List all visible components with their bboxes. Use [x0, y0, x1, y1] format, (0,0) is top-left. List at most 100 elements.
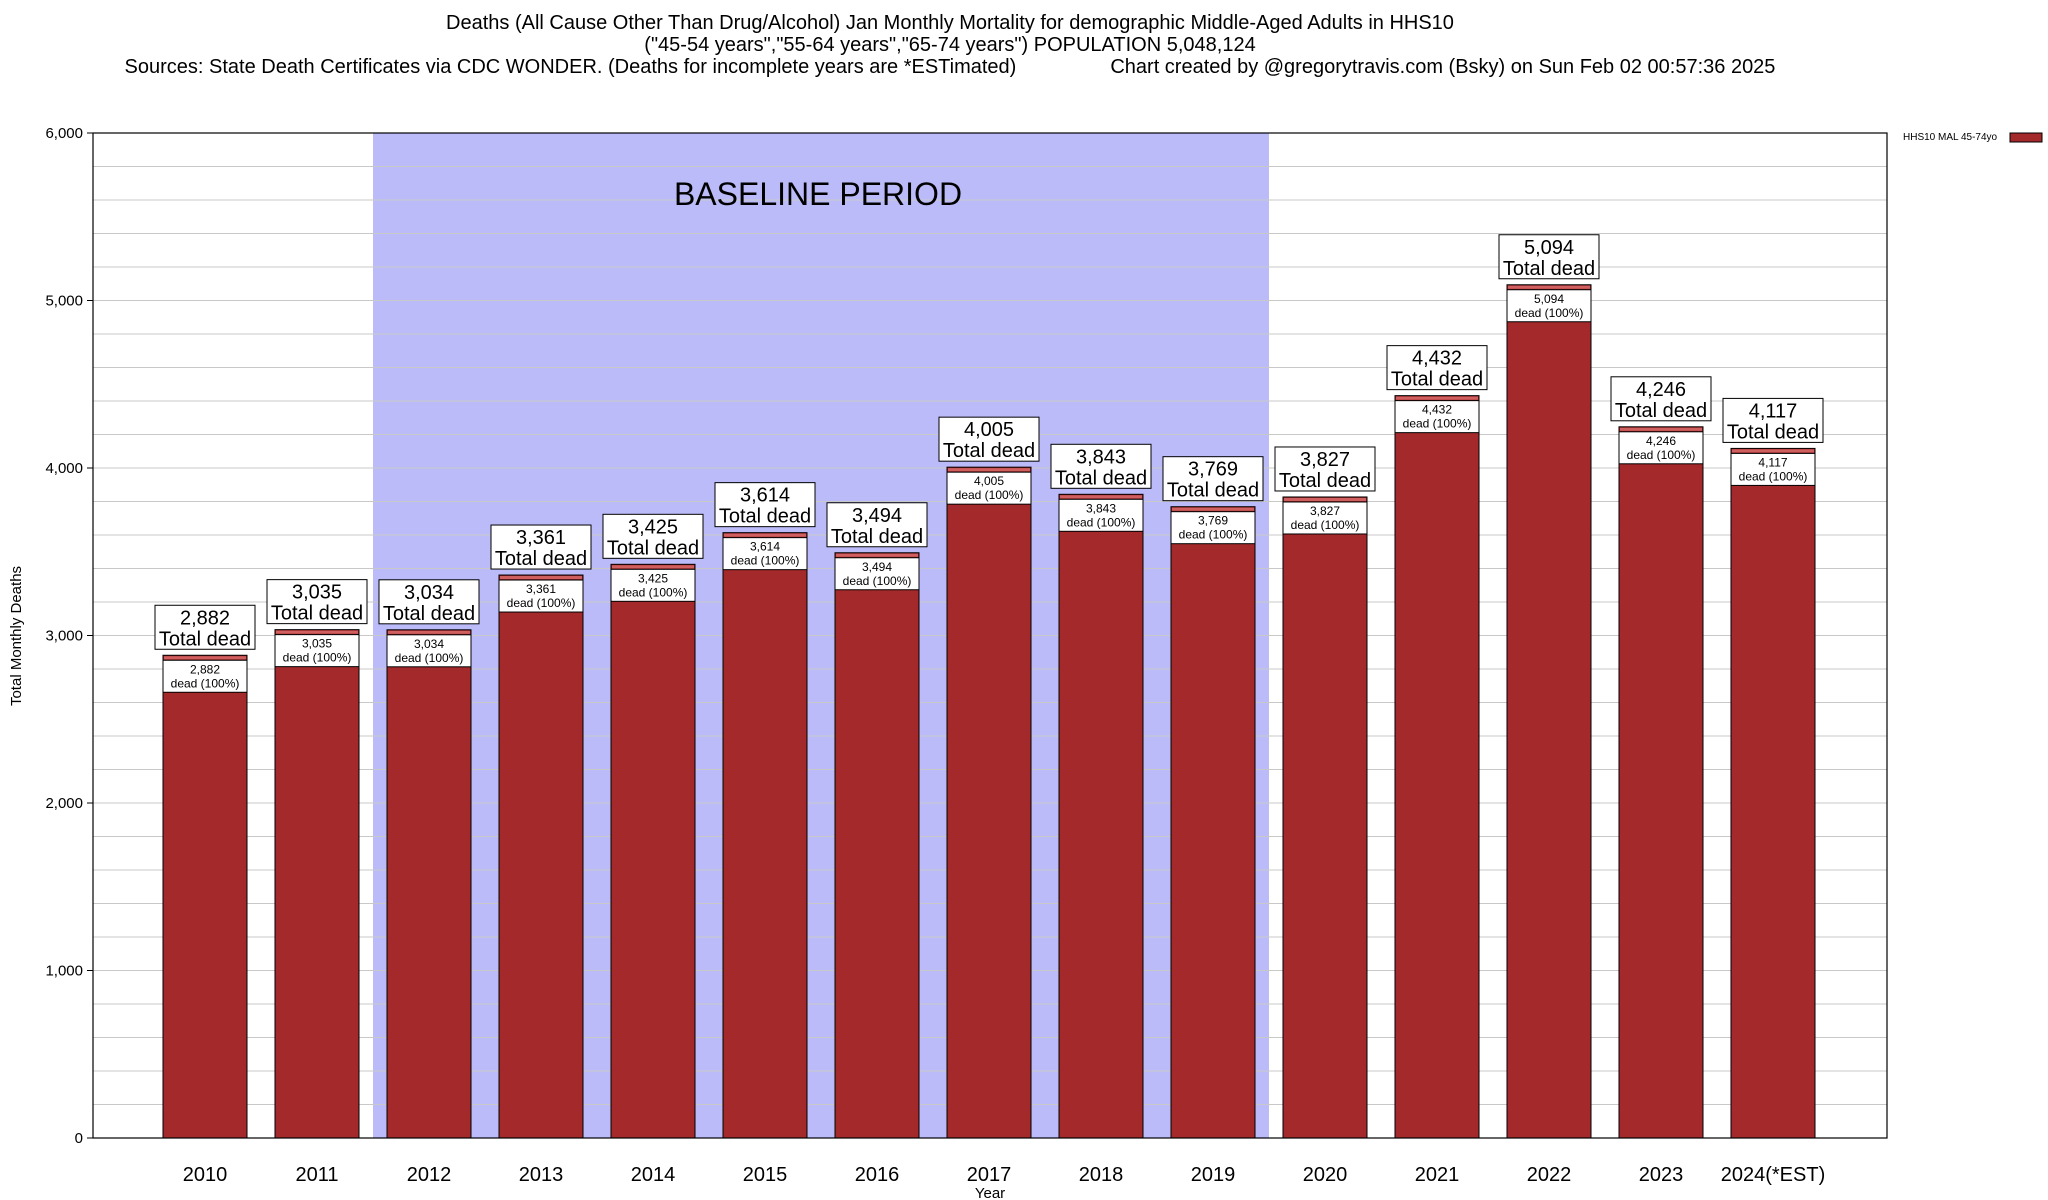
y-tick-label: 2,000	[45, 795, 83, 812]
top-label-suffix: Total dead	[607, 537, 699, 559]
inner-label-value: 5,094	[1534, 292, 1564, 306]
inner-label-suffix: dead (100%)	[1515, 306, 1584, 320]
top-label-value: 4,432	[1412, 348, 1462, 370]
top-label-box	[602, 513, 704, 559]
x-tick-label: 2021	[1415, 1164, 1460, 1186]
x-tick-label: 2023	[1639, 1164, 1684, 1186]
y-tick-label: 1,000	[45, 963, 83, 980]
bar-cap	[1396, 396, 1478, 400]
bar	[1170, 506, 1256, 1139]
top-label-box	[938, 416, 1040, 462]
top-label-value: 4,005	[964, 419, 1014, 441]
top-label-suffix: Total dead	[383, 603, 475, 625]
top-label-value: 3,035	[292, 582, 342, 604]
top-label-suffix: Total dead	[719, 506, 811, 528]
bar-cap	[612, 565, 694, 569]
top-label-value: 2,882	[180, 607, 230, 629]
top-label-value: 3,425	[628, 516, 678, 538]
inner-label-value: 3,361	[526, 582, 556, 596]
inner-label-value: 3,769	[1198, 514, 1228, 528]
top-label-suffix: Total dead	[271, 603, 363, 625]
bar	[834, 552, 920, 1139]
inner-label-value: 3,827	[1310, 504, 1340, 518]
top-label-suffix: Total dead	[495, 548, 587, 570]
chart-source-line: Sources: State Death Certificates via CD…	[0, 56, 1900, 78]
top-label-box	[714, 482, 816, 528]
top-label-value: 3,034	[404, 582, 454, 604]
inner-label-box	[1506, 289, 1592, 323]
inner-label-suffix: dead (100%)	[395, 651, 464, 665]
bar-cap	[948, 468, 1030, 472]
top-label-suffix: Total dead	[159, 628, 251, 650]
y-tick-label: 5,000	[45, 293, 83, 310]
inner-label-box	[610, 568, 696, 602]
bar-cap	[164, 656, 246, 660]
inner-label-box	[498, 579, 584, 613]
chart-title-block: Deaths (All Cause Other Than Drug/Alcoho…	[0, 12, 1900, 78]
top-label-box	[154, 604, 256, 650]
bar-cap	[1732, 449, 1814, 453]
x-axis-label: Year	[975, 1185, 1005, 1200]
bar	[1618, 426, 1704, 1139]
x-tick-label: 2010	[183, 1164, 228, 1186]
top-label-value: 3,614	[740, 485, 790, 507]
x-tick-label: 2019	[1191, 1164, 1236, 1186]
top-label-value: 3,843	[1076, 446, 1126, 468]
top-label-value: 5,094	[1524, 237, 1574, 259]
top-label-box	[1274, 446, 1376, 492]
x-tick-label: 2014	[631, 1164, 676, 1186]
x-tick-label: 2015	[743, 1164, 788, 1186]
bar	[162, 654, 248, 1139]
top-label-value: 4,246	[1636, 379, 1686, 401]
y-tick-label: 3,000	[45, 628, 83, 645]
inner-label-value: 3,843	[1086, 501, 1116, 515]
x-tick-label: 2024(*EST)	[1721, 1164, 1826, 1186]
top-label-box	[826, 502, 928, 548]
inner-label-value: 2,882	[190, 662, 220, 676]
inner-label-box	[1170, 511, 1256, 545]
y-tick-label: 6,000	[45, 125, 83, 142]
inner-label-value: 3,034	[414, 637, 444, 651]
inner-label-value: 4,246	[1646, 434, 1676, 448]
top-label-box	[1162, 456, 1264, 502]
top-label-suffix: Total dead	[1391, 369, 1483, 391]
inner-label-box	[1730, 452, 1816, 486]
inner-label-suffix: dead (100%)	[731, 554, 800, 568]
inner-label-value: 3,494	[862, 560, 892, 574]
bar-cap	[388, 630, 470, 634]
inner-label-box	[274, 634, 360, 668]
inner-label-box	[162, 659, 248, 693]
bar-cap	[500, 576, 582, 580]
inner-label-suffix: dead (100%)	[1403, 417, 1472, 431]
top-label-box	[1722, 397, 1824, 443]
inner-label-suffix: dead (100%)	[955, 488, 1024, 502]
inner-label-value: 4,005	[974, 474, 1004, 488]
top-label-suffix: Total dead	[1279, 470, 1371, 492]
top-label-box	[1386, 345, 1488, 391]
top-label-suffix: Total dead	[831, 526, 923, 548]
x-tick-label: 2012	[407, 1164, 452, 1186]
chart-title: Deaths (All Cause Other Than Drug/Alcoho…	[446, 12, 1454, 34]
inner-label-suffix: dead (100%)	[1067, 515, 1136, 529]
x-tick-label: 2020	[1303, 1164, 1348, 1186]
bar	[1282, 496, 1368, 1139]
bar	[946, 466, 1032, 1139]
inner-label-value: 4,432	[1422, 403, 1452, 417]
y-axis-label: Total Monthly Deaths	[8, 566, 25, 706]
chart-subtitle: ("45-54 years","55-64 years","65-74 year…	[644, 34, 1256, 56]
baseline-period-label: BASELINE PERIOD	[674, 176, 962, 212]
x-tick-label: 2013	[519, 1164, 564, 1186]
top-label-value: 3,361	[516, 527, 566, 549]
top-label-box	[490, 524, 592, 570]
top-label-value: 3,769	[1188, 459, 1238, 481]
